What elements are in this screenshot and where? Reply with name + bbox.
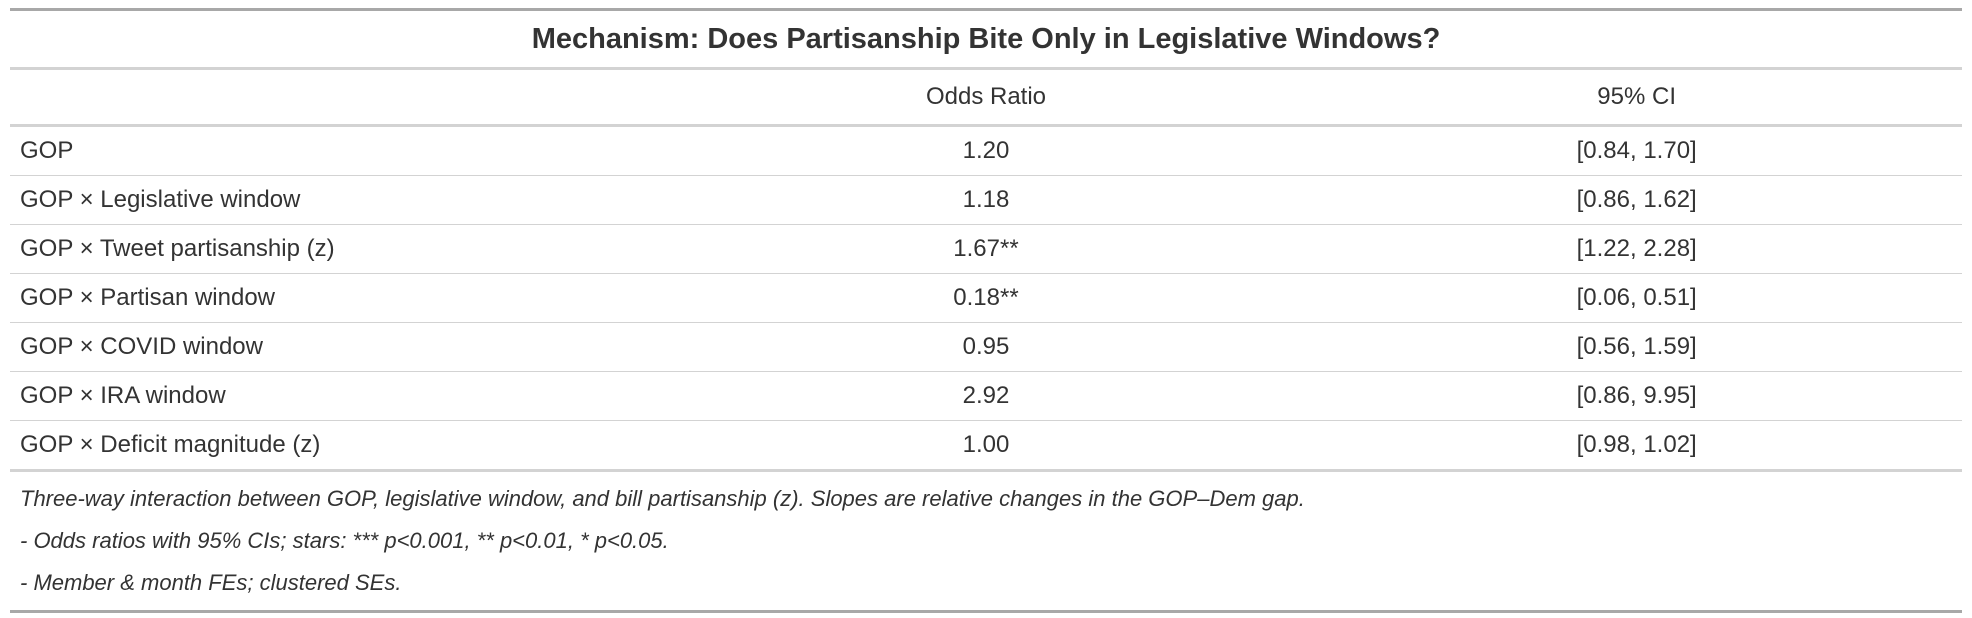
term-cell: GOP × Tweet partisanship (z) xyxy=(10,224,661,274)
table-row: GOP × Legislative window 1.18 [0.86, 1.6… xyxy=(10,175,1962,225)
table-note: - Odds ratios with 95% CIs; stars: *** p… xyxy=(20,528,669,553)
ci-cell: [1.22, 2.28] xyxy=(1311,224,1962,274)
ci-cell: [0.06, 0.51] xyxy=(1311,273,1962,323)
column-header-odds-ratio: Odds Ratio xyxy=(660,68,1312,127)
table-row: GOP × COVID window 0.95 [0.56, 1.59] xyxy=(10,322,1962,372)
table-note: Three-way interaction between GOP, legis… xyxy=(20,486,1305,511)
odds-ratio-cell: 1.18 xyxy=(660,175,1312,225)
table-row: GOP × IRA window 2.92 [0.86, 9.95] xyxy=(10,371,1962,421)
term-cell: GOP × COVID window xyxy=(10,322,661,372)
odds-ratio-cell: 0.95 xyxy=(660,322,1312,372)
ci-cell: [0.56, 1.59] xyxy=(1311,322,1962,372)
table-note: - Member & month FEs; clustered SEs. xyxy=(20,570,402,595)
ci-cell: [0.86, 9.95] xyxy=(1311,371,1962,421)
ci-cell: [0.86, 1.62] xyxy=(1311,175,1962,225)
ci-cell: [0.84, 1.70] xyxy=(1311,125,1962,176)
table-row: GOP 1.20 [0.84, 1.70] xyxy=(10,125,1962,176)
column-header-row: Odds Ratio 95% CI xyxy=(10,68,1962,127)
term-cell: GOP × Legislative window xyxy=(10,175,661,225)
odds-ratio-cell: 2.92 xyxy=(660,371,1312,421)
term-cell: GOP xyxy=(10,125,661,176)
table-title: Mechanism: Does Partisanship Bite Only i… xyxy=(10,8,1962,70)
ci-cell: [0.98, 1.02] xyxy=(1311,420,1962,472)
table-notes: Three-way interaction between GOP, legis… xyxy=(10,472,1962,613)
odds-ratio-cell: 1.00 xyxy=(660,420,1312,472)
odds-ratio-cell: 1.67** xyxy=(660,224,1312,274)
term-cell: GOP × Deficit magnitude (z) xyxy=(10,420,661,472)
table-row: GOP × Deficit magnitude (z) 1.00 [0.98, … xyxy=(10,420,1962,472)
term-cell: GOP × IRA window xyxy=(10,371,661,421)
regression-table-container: Mechanism: Does Partisanship Bite Only i… xyxy=(10,8,1962,613)
odds-ratio-cell: 1.20 xyxy=(660,125,1312,176)
term-cell: GOP × Partisan window xyxy=(10,273,661,323)
column-header-term xyxy=(10,68,661,127)
table-title-row: Mechanism: Does Partisanship Bite Only i… xyxy=(10,8,1962,70)
regression-table: Mechanism: Does Partisanship Bite Only i… xyxy=(10,8,1962,472)
table-row: GOP × Tweet partisanship (z) 1.67** [1.2… xyxy=(10,224,1962,274)
odds-ratio-cell: 0.18** xyxy=(660,273,1312,323)
column-header-ci: 95% CI xyxy=(1311,68,1962,127)
table-row: GOP × Partisan window 0.18** [0.06, 0.51… xyxy=(10,273,1962,323)
